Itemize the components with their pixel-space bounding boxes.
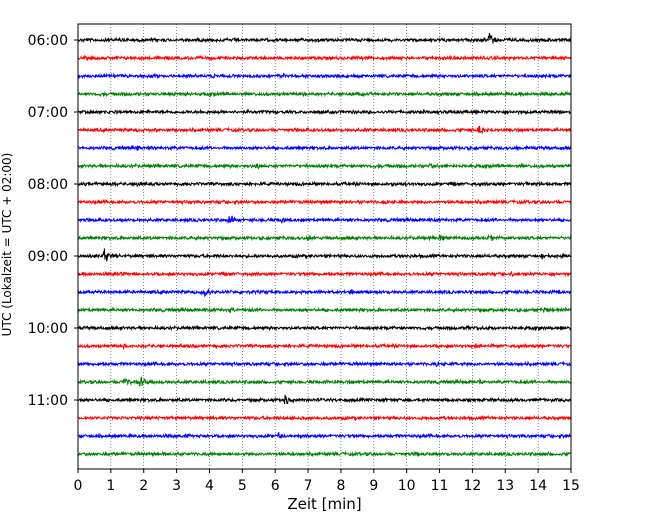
x-tick-label: 15	[562, 478, 580, 494]
x-tick-label: 9	[369, 478, 378, 494]
grid-lines	[110, 24, 539, 469]
x-tick-label: 13	[496, 478, 514, 494]
trace-1100	[77, 394, 572, 405]
trace-1045	[77, 376, 572, 387]
x-tick-label: 5	[238, 478, 247, 494]
trace-0800	[77, 180, 572, 188]
trace-0630	[77, 72, 572, 80]
x-tick-label: 3	[172, 478, 181, 494]
trace-1030	[77, 360, 572, 368]
plot-frame	[77, 23, 572, 470]
trace-1000	[77, 324, 572, 332]
x-axis: 0 1 2 3 4 5 6 7 8 9 10 11 12 13 14 15	[74, 469, 580, 494]
y-axis: 06:00 07:00 08:00 09:00 10:00 11:00	[28, 33, 78, 409]
x-tick-label: 0	[74, 478, 83, 494]
trace-1115	[77, 414, 572, 422]
x-tick-label: 2	[139, 478, 148, 494]
traces	[77, 32, 572, 458]
trace-0900	[77, 248, 572, 262]
x-tick-label: 12	[463, 478, 481, 494]
y-tick-label: 10:00	[28, 321, 68, 337]
y-axis-label: UTC (Lokalzeit = UTC + 02:00)	[0, 153, 14, 337]
trace-0930	[77, 287, 572, 298]
trace-1130	[77, 432, 572, 440]
trace-0815	[77, 198, 572, 206]
trace-0730	[77, 144, 572, 152]
x-tick-label: 1	[106, 478, 115, 494]
trace-0715	[77, 125, 572, 135]
x-tick-label: 4	[205, 478, 214, 494]
trace-0745	[77, 162, 572, 170]
y-tick-label: 08:00	[28, 177, 68, 193]
x-tick-label: 6	[271, 478, 280, 494]
trace-1015	[77, 342, 572, 351]
x-axis-label: Zeit [min]	[287, 495, 361, 513]
trace-0915	[77, 270, 572, 278]
x-tick-label: 8	[336, 478, 345, 494]
trace-0645	[77, 90, 572, 98]
trace-0845	[77, 233, 572, 242]
trace-1145	[77, 450, 572, 458]
trace-0945	[77, 306, 572, 314]
y-tick-label: 09:00	[28, 249, 68, 265]
y-tick-label: 06:00	[28, 33, 68, 49]
y-tick-label: 07:00	[28, 105, 68, 121]
x-tick-label: 10	[398, 478, 416, 494]
x-tick-label: 7	[304, 478, 313, 494]
x-tick-label: 14	[529, 478, 547, 494]
trace-0700	[77, 108, 572, 116]
trace-0600	[77, 32, 572, 44]
trace-0830	[77, 215, 572, 225]
y-tick-label: 11:00	[28, 393, 68, 409]
x-tick-label: 11	[431, 478, 449, 494]
trace-0615	[77, 54, 572, 62]
